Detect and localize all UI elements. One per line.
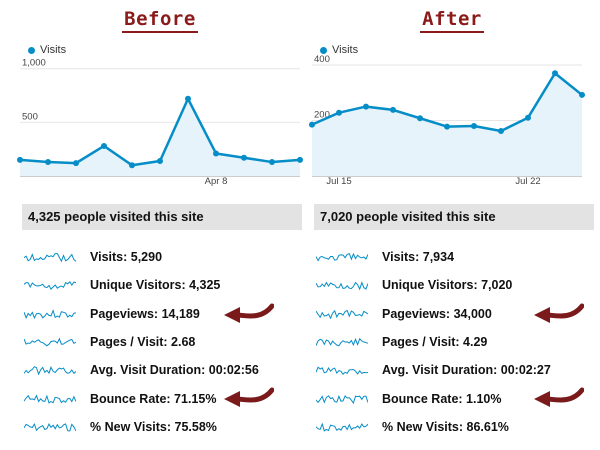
visits-data-point <box>185 95 191 102</box>
chart-legend: Visits <box>28 44 66 56</box>
metrics-list: Visits: 5,290 Unique Visitors: 4,325 Pagev… <box>24 243 300 441</box>
legend-dot-icon <box>28 46 35 54</box>
sparkline-icon <box>24 337 76 347</box>
metric-label: Pages / Visit: 4.29 <box>382 335 488 350</box>
visits-data-point <box>525 114 531 121</box>
metric-label: Avg. Visit Duration: 00:02:56 <box>90 363 259 378</box>
metric-row: % New Visits: 86.61% <box>316 413 592 441</box>
visits-data-point <box>336 109 342 116</box>
panel-title: Before <box>20 8 300 33</box>
sparkline-icon <box>316 281 368 291</box>
metric-label: Unique Visitors: 7,020 <box>382 278 513 293</box>
chart-legend: Visits <box>320 44 358 56</box>
metric-row: Bounce Rate: 71.15% <box>24 384 300 412</box>
metric-row: Unique Visitors: 7,020 <box>316 271 592 299</box>
sparkline-icon <box>316 422 368 432</box>
metric-row: Avg. Visit Duration: 00:02:56 <box>24 356 300 384</box>
visits-area-fill <box>312 73 582 176</box>
before-panel: Before Visits 500 1,000 Apr 8 4,325 people… <box>17 0 303 450</box>
metric-label: Pageviews: 34,000 <box>382 306 492 321</box>
metric-label: Visits: 7,934 <box>382 250 455 265</box>
visits-chart-after: 200 400 Jul 15 Jul 22 <box>309 54 585 187</box>
visits-data-point <box>471 123 477 130</box>
visits-data-point <box>552 70 558 77</box>
metric-label: Bounce Rate: 71.15% <box>90 391 217 406</box>
x-tick-label: Jul 15 <box>326 176 351 187</box>
metric-label: Pages / Visit: 2.68 <box>90 335 196 350</box>
sparkline-icon <box>24 393 76 404</box>
visits-area-fill <box>20 98 300 176</box>
after-panel: After Visits 200 400 Jul 15 Jul 22 7,020 pe… <box>309 0 594 450</box>
metric-row: Pages / Visit: 2.68 <box>24 328 300 356</box>
legend-dot-icon <box>320 46 327 54</box>
sparkline-icon <box>24 422 76 432</box>
metric-label: Bounce Rate: 1.10% <box>382 391 502 406</box>
visits-data-point <box>363 103 369 110</box>
sparkline-icon <box>316 394 368 404</box>
metric-label: % New Visits: 75.58% <box>90 419 217 434</box>
metric-row: % New Visits: 75.58% <box>24 413 300 441</box>
legend-label: Visits <box>332 44 359 56</box>
visits-data-point <box>417 115 423 122</box>
y-tick-label: 400 <box>314 54 330 65</box>
visits-data-point <box>101 142 107 149</box>
metric-label: Unique Visitors: 4,325 <box>90 278 221 293</box>
sparkline-icon <box>24 281 76 291</box>
metric-label: Avg. Visit Duration: 00:02:27 <box>382 363 551 378</box>
y-tick-label: 1,000 <box>22 58 46 69</box>
before-title: Before <box>122 8 198 33</box>
metric-label: Visits: 5,290 <box>90 250 163 265</box>
visits-data-point <box>73 160 79 167</box>
y-tick-label: 500 <box>22 111 38 122</box>
metric-row: Avg. Visit Duration: 00:02:27 <box>316 356 592 384</box>
highlight-arrow-icon <box>224 387 274 408</box>
metric-row: Pageviews: 34,000 <box>316 300 592 328</box>
visits-data-point <box>269 159 275 166</box>
visits-data-point <box>390 106 396 113</box>
visits-data-point <box>241 154 247 161</box>
summary-bar: 4,325 people visited this site <box>22 204 302 230</box>
sparkline-icon <box>316 252 368 262</box>
sparkline-icon <box>24 253 76 263</box>
summary-bar: 7,020 people visited this site <box>314 204 594 230</box>
metrics-list: Visits: 7,934 Unique Visitors: 7,020 Pagev… <box>316 243 592 441</box>
visits-data-point <box>498 128 504 135</box>
sparkline-icon <box>316 337 368 347</box>
after-title: After <box>420 8 484 33</box>
visits-data-point <box>579 91 585 98</box>
metric-row: Unique Visitors: 4,325 <box>24 271 300 299</box>
visits-data-point <box>17 156 23 163</box>
sparkline-icon <box>24 308 76 319</box>
metric-row: Visits: 5,290 <box>24 243 300 271</box>
visits-chart-before: 500 1,000 Apr 8 <box>17 58 303 187</box>
panel-title: After <box>312 8 592 33</box>
visits-data-point <box>157 157 163 164</box>
highlight-arrow-icon <box>534 387 584 408</box>
metric-row: Pages / Visit: 4.29 <box>316 328 592 356</box>
visits-data-point <box>309 121 315 128</box>
metric-row: Pageviews: 14,189 <box>24 300 300 328</box>
visits-data-point <box>129 162 135 169</box>
legend-label: Visits <box>40 44 67 56</box>
visits-series-line <box>19 97 301 167</box>
visits-data-point <box>444 123 450 130</box>
metric-label: % New Visits: 86.61% <box>382 419 509 434</box>
sparkline-icon <box>316 309 368 320</box>
visits-data-point <box>297 156 303 163</box>
sparkline-icon <box>24 366 76 376</box>
metric-row: Visits: 7,934 <box>316 243 592 271</box>
metric-row: Bounce Rate: 1.10% <box>316 384 592 412</box>
y-tick-label: 200 <box>314 109 330 120</box>
visits-data-point <box>213 150 219 157</box>
visits-data-point <box>45 159 51 166</box>
highlight-arrow-icon <box>534 303 584 323</box>
sparkline-icon <box>316 366 368 376</box>
x-tick-label: Jul 22 <box>515 176 540 187</box>
x-tick-label: Apr 8 <box>205 176 228 187</box>
metric-label: Pageviews: 14,189 <box>90 306 200 321</box>
highlight-arrow-icon <box>224 303 274 323</box>
